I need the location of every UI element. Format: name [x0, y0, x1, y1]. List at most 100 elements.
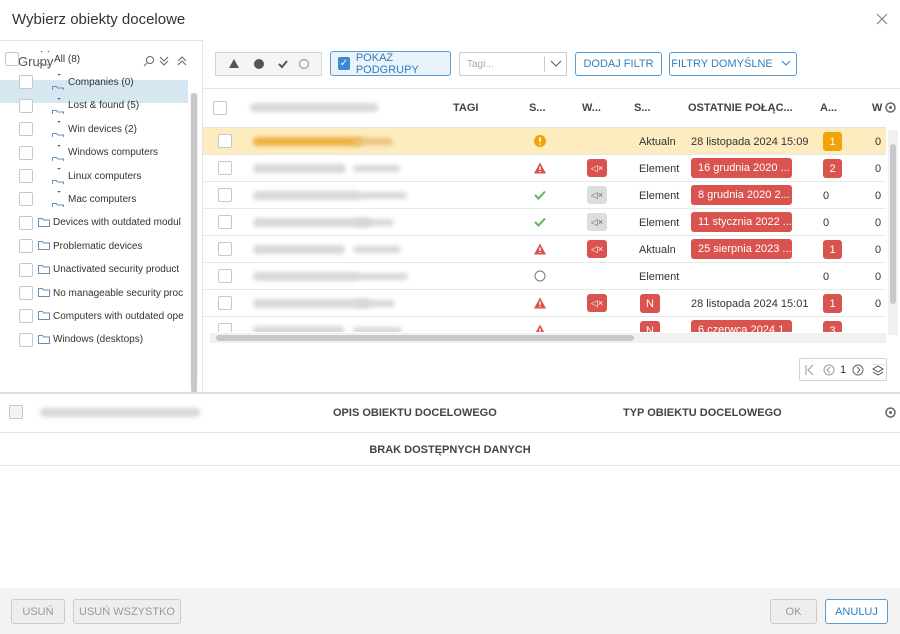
tree-label: No manageable security proc: [53, 287, 184, 299]
remove-all[interactable]: USUŃ WSZYSTKO: [73, 599, 181, 624]
checkbox[interactable]: [218, 188, 232, 202]
tree-item[interactable]: Windows (desktops): [19, 332, 188, 348]
table-row[interactable]: Element 0 0: [203, 263, 886, 290]
tree-label: Windows computers: [68, 147, 159, 159]
settings[interactable]: [884, 406, 897, 419]
footer: USUŃ USUŃ WSZYSTKO OK ANULUJ: [0, 588, 900, 634]
tree-label: Computers with outdated ope: [53, 310, 184, 322]
tree-label: Linux computers: [68, 170, 142, 182]
ip-blur: [353, 246, 401, 253]
checkbox[interactable]: [218, 161, 232, 175]
alerts-text: 0: [823, 217, 830, 229]
tree-item[interactable]: No manageable security proc: [19, 285, 188, 301]
product-text: Aktualn: [639, 244, 676, 256]
tags-placeholder: Tagi...: [467, 59, 494, 70]
last-text: 0: [875, 271, 882, 283]
tree-item[interactable]: Mac computers: [19, 191, 188, 208]
table-row[interactable]: ◁× Element 11 stycznia 2022 ... 0 0: [203, 209, 886, 236]
tree-item[interactable]: Windows computers: [19, 144, 188, 161]
column-header: TYP OBIEKTU DOCELOWEGO: [623, 407, 782, 419]
close[interactable]: [876, 13, 888, 25]
column-header[interactable]: TAGI: [453, 102, 479, 114]
status-icon: [533, 161, 547, 180]
ip-blur: [353, 165, 400, 172]
default-filters[interactable]: FILTRY DOMYŚLNE: [669, 52, 797, 76]
checkbox[interactable]: [218, 323, 232, 332]
table-row[interactable]: N 6 czerwca 2024 1... 3: [203, 317, 886, 332]
tree-item[interactable]: Unactivated security product: [19, 262, 188, 278]
page-number: 1: [840, 364, 847, 376]
status-filter[interactable]: [215, 52, 322, 76]
cancel[interactable]: ANULUJ: [825, 599, 888, 624]
table-body: Aktualn 28 listopada 2024 15:09:1 1 0 ◁× Elem…: [203, 128, 886, 332]
tree-item[interactable]: Linux computers: [19, 168, 188, 184]
last-text: 0: [875, 217, 882, 229]
tree-label: Problematic devices: [53, 240, 143, 252]
column-header[interactable]: W: [872, 102, 883, 114]
column-header[interactable]: W...: [582, 102, 601, 114]
column-header[interactable]: S...: [529, 102, 546, 114]
tree-item[interactable]: All (8): [5, 51, 188, 67]
product-text: Element: [639, 190, 680, 202]
tree-item[interactable]: Computers with outdated ope: [19, 308, 188, 324]
date-badge: 8 grudnia 2020 2...: [691, 185, 792, 205]
product-text: Aktualn: [639, 136, 676, 148]
status-icon: [533, 134, 547, 153]
name-blur: [253, 326, 344, 332]
muted-icon: ◁×: [587, 186, 607, 204]
remove[interactable]: USUŃ: [11, 599, 65, 624]
table-row[interactable]: Aktualn 28 listopada 2024 15:09:1 1 0: [203, 128, 886, 155]
alerts-text: 0: [823, 271, 830, 283]
column-header[interactable]: OSTATNIE POŁĄC...: [688, 102, 793, 114]
date-badge: 6 czerwca 2024 1...: [691, 320, 792, 332]
add-filter[interactable]: DODAJ FILTR: [575, 52, 662, 76]
dialog-title: Wybierz obiekty docelowe: [12, 11, 186, 28]
pagination: 1: [799, 358, 887, 381]
checkbox[interactable]: [218, 134, 232, 148]
show-subgroups[interactable]: ✓ POKAŻ PODGRUPY: [330, 51, 451, 76]
name-blur: [253, 245, 345, 254]
status-icon: [533, 188, 547, 207]
tree-item[interactable]: Win devices (2): [19, 121, 188, 138]
tree-label: Lost & found (5): [68, 100, 140, 112]
name-blur: [253, 272, 358, 281]
tree-item[interactable]: Devices with outdated modul: [19, 215, 188, 231]
show-subgroups-label: POKAŻ PODGRUPY: [355, 51, 419, 76]
name-blur: [253, 218, 372, 227]
name-blur: [253, 164, 346, 173]
ok[interactable]: OK: [770, 599, 817, 624]
tree-item[interactable]: Companies (0): [19, 74, 188, 91]
tree-item[interactable]: Problematic devices: [19, 238, 188, 254]
date-badge: 16 grudnia 2020 ...: [691, 158, 792, 178]
product-badge: N: [640, 321, 660, 332]
tree-item[interactable]: Lost & found (5): [19, 97, 188, 114]
checkbox[interactable]: [218, 269, 232, 283]
table-row[interactable]: ◁× Element 8 grudnia 2020 2... 0 0: [203, 182, 886, 209]
status-icon: [533, 269, 547, 288]
tree-label: Mac computers: [68, 193, 137, 205]
checkbox[interactable]: [218, 296, 232, 310]
column-header[interactable]: A...: [820, 102, 838, 114]
sidebar-tools[interactable]: [143, 55, 191, 67]
alerts-text: 0: [823, 190, 830, 202]
muted-icon: ◁×: [587, 159, 607, 177]
name-blur: [253, 191, 359, 200]
muted-icon: ◁×: [587, 240, 607, 258]
table-row[interactable]: ◁× Element 16 grudnia 2020 ... 2 0: [203, 155, 886, 182]
empty-message: BRAK DOSTĘPNYCH DANYCH: [369, 444, 531, 456]
tags-input[interactable]: Tagi...: [459, 52, 567, 76]
table-row[interactable]: ◁× N 28 listopada 2024 15:01:5 1 0: [203, 290, 886, 317]
date-text: 28 listopada 2024 15:09:1: [691, 136, 809, 148]
last-text: 0: [875, 190, 882, 202]
last-text: 0: [875, 163, 882, 175]
tree-label: Devices with outdated modul: [53, 217, 181, 229]
settings[interactable]: [884, 101, 897, 114]
checkbox[interactable]: [218, 242, 232, 256]
alerts-badge: 1: [823, 294, 842, 313]
column-header[interactable]: S...: [634, 102, 651, 114]
ip-blur: [353, 138, 393, 145]
checkbox[interactable]: [218, 215, 232, 229]
ip-blur: [353, 219, 394, 226]
product-text: Element: [639, 217, 680, 229]
table-row[interactable]: ◁× Aktualn 25 sierpnia 2023 ... 1 0: [203, 236, 886, 263]
